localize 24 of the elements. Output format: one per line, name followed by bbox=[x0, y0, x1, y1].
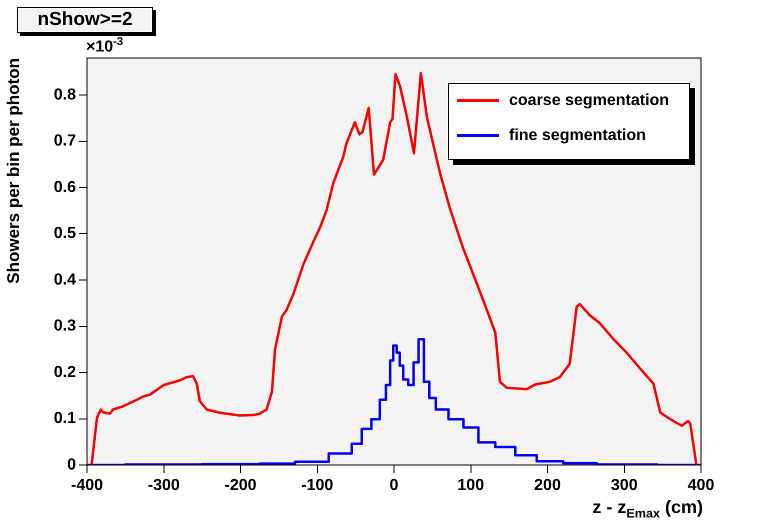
y-tick-label: 0.4 bbox=[54, 271, 76, 288]
x-tick-label: 400 bbox=[688, 477, 714, 494]
y-tick-label: 0.5 bbox=[54, 225, 76, 242]
x-tick-label: -200 bbox=[224, 477, 257, 494]
x-axis-title: z - z$_{Emax}$ (cm) bbox=[592, 497, 703, 521]
y-tick-label: 0.8 bbox=[54, 86, 76, 104]
x-tick-label: -400 bbox=[70, 477, 104, 494]
chart-title: nShow>=2 bbox=[17, 7, 153, 33]
y-tick-label: 0.2 bbox=[54, 364, 76, 381]
y-tick-label: 0 bbox=[67, 456, 76, 474]
x-tick-label: -100 bbox=[301, 477, 334, 494]
legend-label: coarse segmentation bbox=[509, 92, 670, 109]
x-tick-label: -300 bbox=[148, 477, 180, 494]
legend-label: fine segmentation bbox=[509, 127, 646, 144]
y-tick-label: 0.1 bbox=[54, 410, 76, 428]
text: ×10$^{-3}$ bbox=[86, 36, 124, 56]
y-tick-label: 0.6 bbox=[54, 178, 76, 196]
x-tick-label: 0 bbox=[390, 477, 399, 494]
y-axis-title: Showers per bin per photon bbox=[4, 58, 23, 284]
x-tick-label: 200 bbox=[534, 477, 561, 494]
y-tick-label: 0.3 bbox=[54, 318, 76, 335]
x-tick-label: 300 bbox=[610, 477, 638, 494]
y-tick-label: 0.7 bbox=[54, 132, 76, 150]
x-tick-label: 100 bbox=[457, 477, 484, 494]
